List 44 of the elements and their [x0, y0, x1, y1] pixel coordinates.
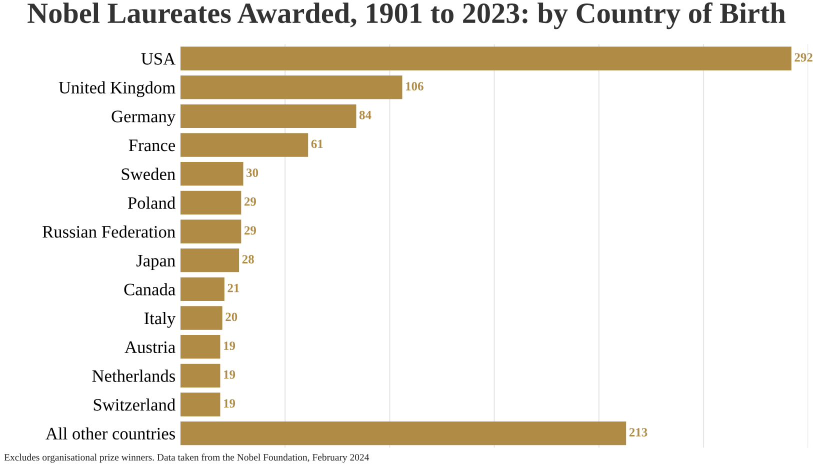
data-label: 61: [311, 140, 323, 148]
bar: [180, 104, 356, 128]
data-label: 28: [242, 255, 254, 264]
y-tick-label: Germany: [112, 110, 176, 126]
y-tick-label: Russian Federation: [42, 225, 176, 238]
data-label: 20: [226, 312, 238, 322]
data-label: 19: [224, 399, 236, 408]
y-tick-label: All other countries: [46, 427, 175, 440]
bar: [180, 190, 242, 214]
bar: [180, 248, 240, 272]
data-label: 106: [406, 82, 424, 90]
bar: [180, 306, 222, 330]
bar: [180, 335, 220, 359]
y-tick-label: United Kingdom: [58, 81, 176, 98]
y-tick-label: Switzerland: [94, 398, 176, 411]
bar: [180, 364, 220, 388]
data-label: 213: [629, 428, 648, 436]
data-label: 29: [244, 197, 256, 206]
data-label: 19: [224, 342, 236, 350]
y-tick-label: France: [128, 140, 176, 152]
y-tick-label: Canada: [124, 283, 176, 296]
text: Excludes organisational prize winners. Data taken from the Nobel Foundation, February 2024: [4, 454, 370, 463]
bar: [180, 220, 242, 244]
bar: [180, 422, 626, 446]
y-tick-label: USA: [141, 53, 176, 65]
bar: [180, 133, 308, 157]
y-tick-label: Austria: [124, 341, 176, 354]
bar: [180, 162, 244, 186]
data-label: 19: [224, 370, 236, 379]
bar: [180, 392, 220, 416]
y-tick-label: Netherlands: [92, 370, 175, 382]
data-label: 30: [246, 168, 258, 177]
data-label: 21: [228, 284, 240, 292]
y-tick-label: Sweden: [122, 168, 176, 180]
data-label: 84: [359, 110, 372, 120]
chart-title: Nobel Laureates Awarded, 1901 to 2023: by Country of Birth: [28, 2, 786, 30]
bar: [180, 277, 224, 301]
y-tick-label: Japan: [136, 254, 176, 270]
bar: [180, 76, 402, 100]
bar: [180, 46, 792, 70]
data-label: 29: [244, 226, 256, 235]
data-label: 292: [794, 53, 812, 62]
y-tick-label: Italy: [144, 312, 176, 328]
y-tick-label: Poland: [128, 196, 176, 209]
